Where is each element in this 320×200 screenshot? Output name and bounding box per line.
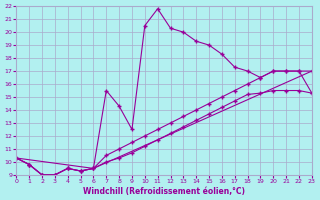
X-axis label: Windchill (Refroidissement éolien,°C): Windchill (Refroidissement éolien,°C) bbox=[83, 187, 245, 196]
